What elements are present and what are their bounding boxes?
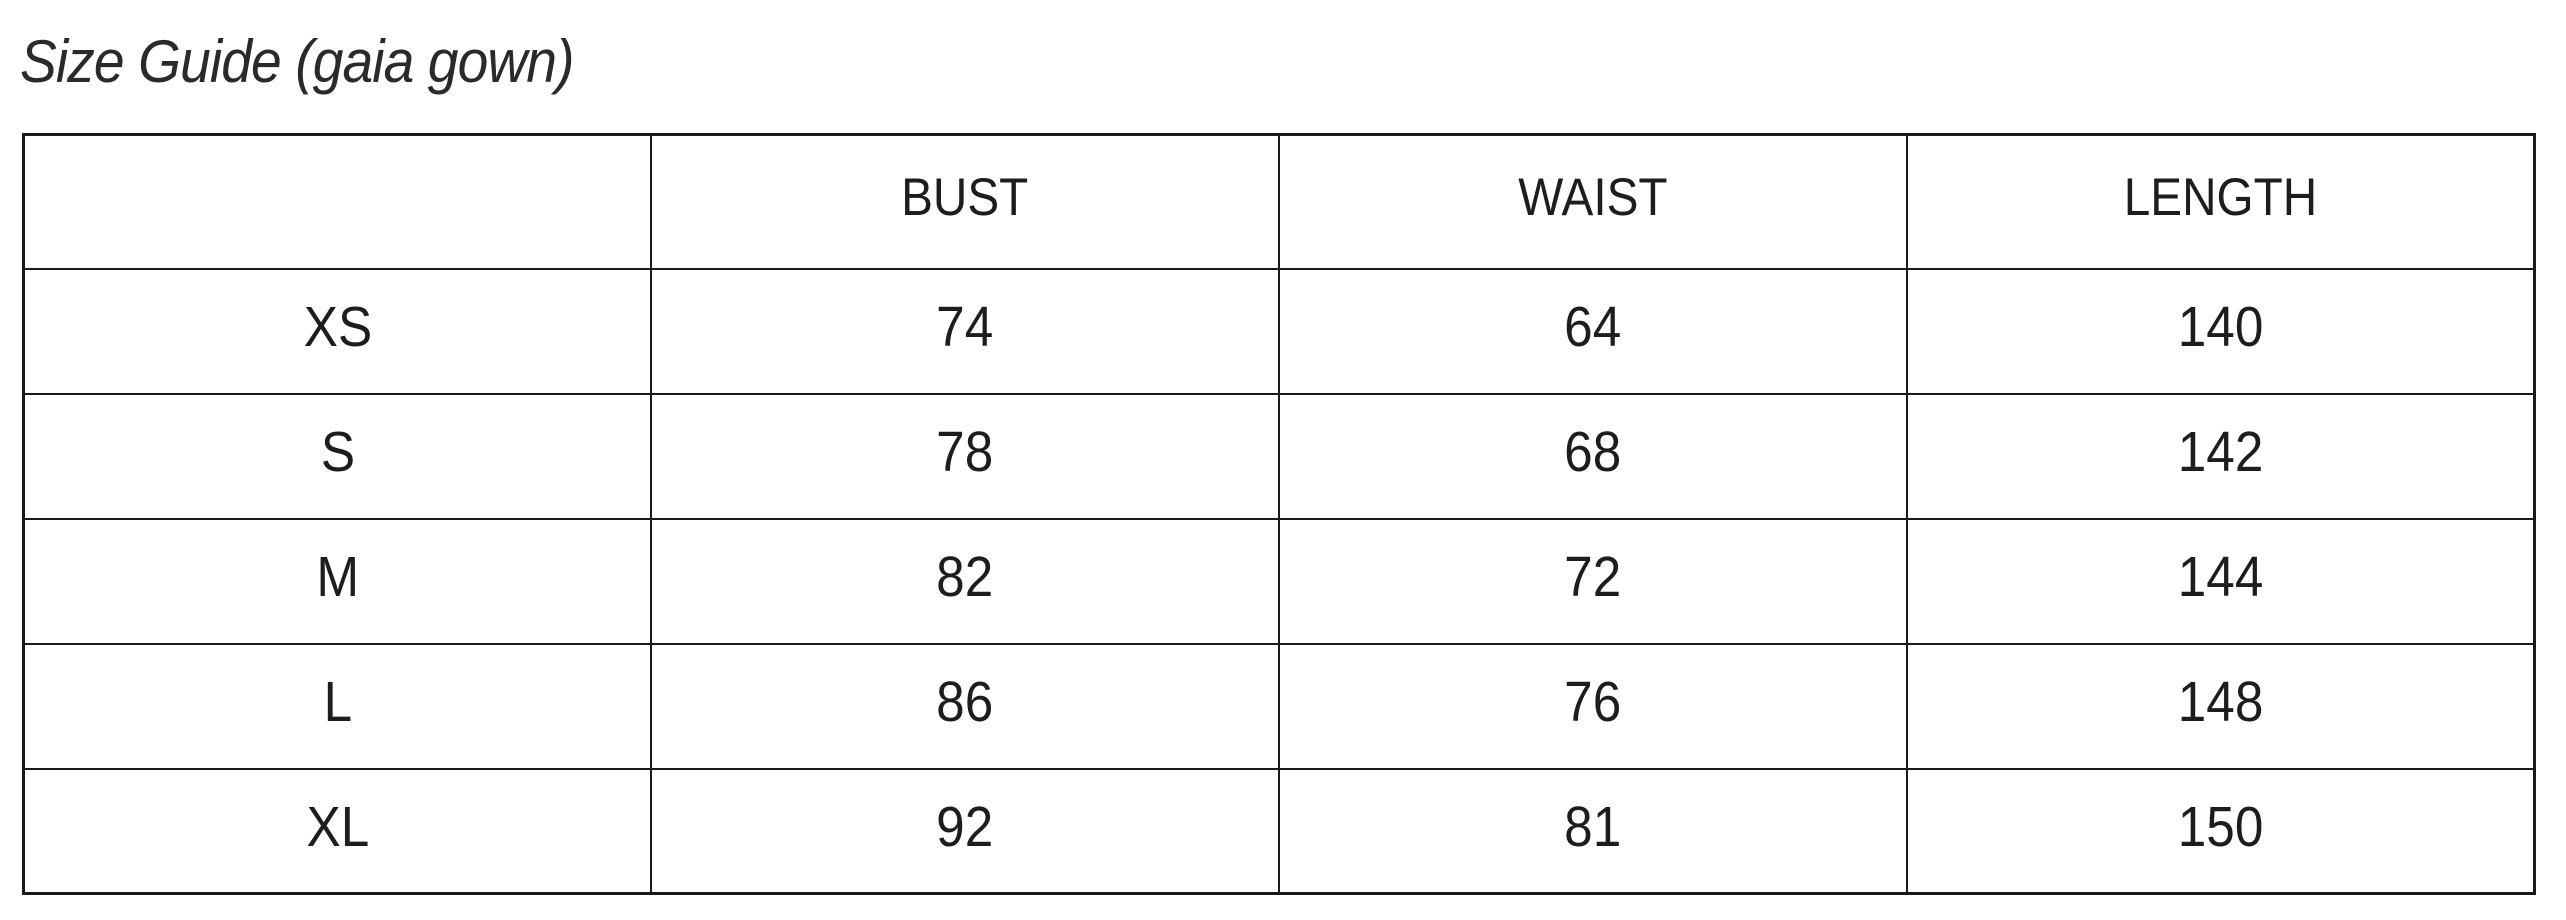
size-label-cell: XS <box>22 267 653 395</box>
bust-value-cell: 74 <box>650 267 1280 395</box>
header-cell-waist: WAIST <box>1278 133 1908 270</box>
length-value-cell: 142 <box>1905 392 2536 520</box>
bust-value-cell: 78 <box>650 392 1280 520</box>
table-row-l: L 86 76 148 <box>22 642 2536 770</box>
cell-text: 74 <box>936 295 994 359</box>
cell-text: 68 <box>1564 420 1622 484</box>
cell-text: 150 <box>2177 794 2264 859</box>
size-guide-table: BUST WAIST LENGTH XS 74 64 <box>22 133 2536 895</box>
table-row-m: M 82 72 144 <box>22 517 2536 645</box>
cell-text: 92 <box>936 794 994 859</box>
cell-text: XL <box>306 794 369 859</box>
size-label-cell: XL <box>22 767 653 895</box>
cell-text: 81 <box>1564 794 1622 859</box>
header-cell-empty <box>22 133 653 270</box>
size-label-cell: S <box>22 392 653 520</box>
header-label-length: LENGTH <box>2123 168 2318 228</box>
cell-text: L <box>323 670 352 734</box>
waist-value-cell: 64 <box>1278 267 1908 395</box>
cell-text: XS <box>303 295 372 359</box>
cell-text: 144 <box>2177 545 2264 609</box>
header-cell-bust: BUST <box>650 133 1280 270</box>
cell-text: 148 <box>2177 670 2264 734</box>
table-row-s: S 78 68 142 <box>22 392 2536 520</box>
length-value-cell: 148 <box>1905 642 2536 770</box>
header-label-waist: WAIST <box>1518 168 1668 228</box>
page-title: Size Guide (gaia gown) <box>20 28 574 95</box>
header-row: BUST WAIST LENGTH <box>22 133 2536 270</box>
table-row-xs: XS 74 64 140 <box>22 267 2536 395</box>
size-label-cell: M <box>22 517 653 645</box>
cell-text: 64 <box>1564 295 1622 359</box>
size-label-cell: L <box>22 642 653 770</box>
cell-text: 86 <box>936 670 994 734</box>
waist-value-cell: 68 <box>1278 392 1908 520</box>
cell-text: 72 <box>1564 545 1622 609</box>
cell-text: S <box>320 420 355 484</box>
length-value-cell: 150 <box>1905 767 2536 895</box>
cell-text: 82 <box>936 545 994 609</box>
table-row-xl: XL 92 81 150 <box>22 767 2536 895</box>
bust-value-cell: 82 <box>650 517 1280 645</box>
header-label-bust: BUST <box>901 168 1029 228</box>
length-value-cell: 140 <box>1905 267 2536 395</box>
cell-text: 78 <box>936 420 994 484</box>
waist-value-cell: 81 <box>1278 767 1908 895</box>
header-cell-length: LENGTH <box>1905 133 2536 270</box>
cell-text: 140 <box>2177 295 2264 359</box>
waist-value-cell: 76 <box>1278 642 1908 770</box>
length-value-cell: 144 <box>1905 517 2536 645</box>
cell-text: M <box>316 545 359 609</box>
bust-value-cell: 86 <box>650 642 1280 770</box>
cell-text: 142 <box>2177 420 2264 484</box>
cell-text: 76 <box>1564 670 1622 734</box>
bust-value-cell: 92 <box>650 767 1280 895</box>
waist-value-cell: 72 <box>1278 517 1908 645</box>
